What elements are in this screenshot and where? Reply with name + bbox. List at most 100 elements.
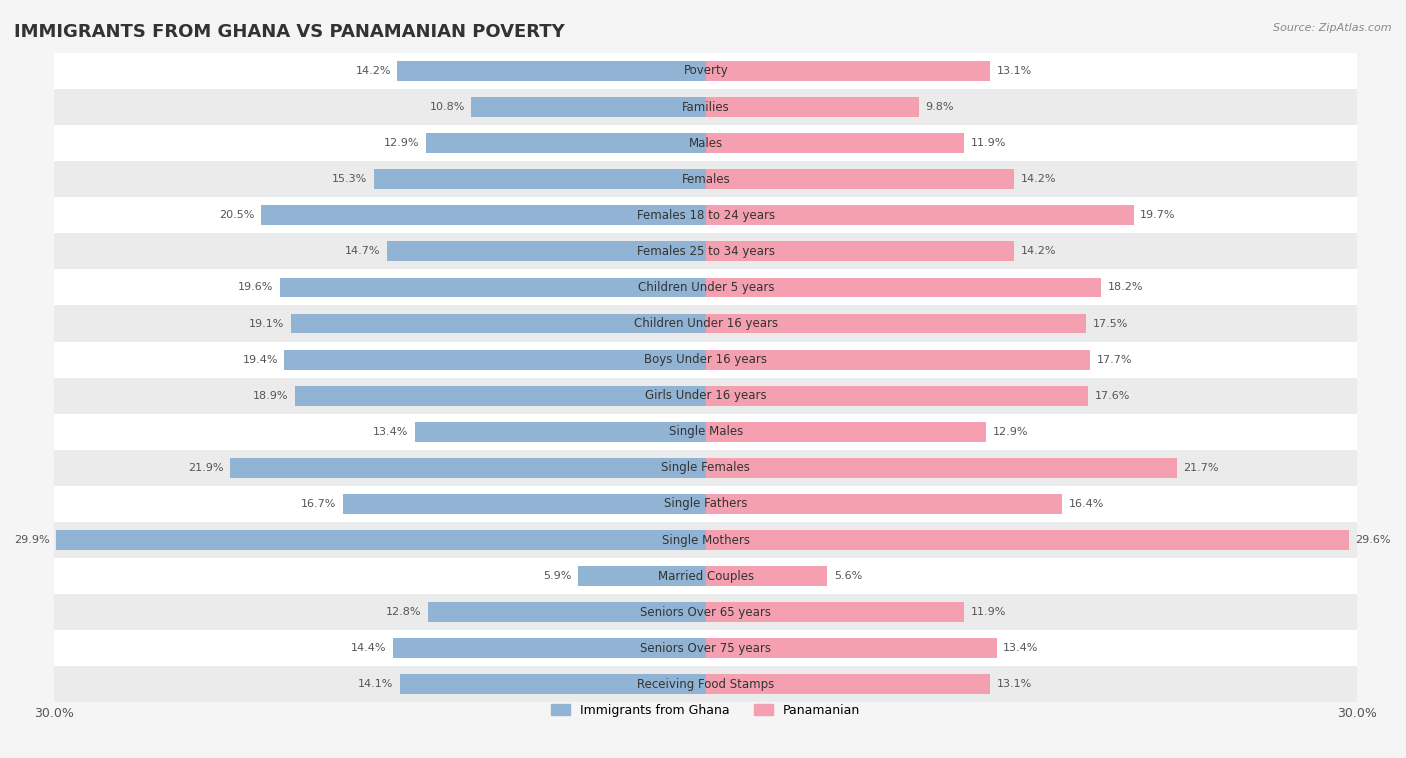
Bar [387,242,706,262]
Bar [394,638,706,658]
Text: 13.4%: 13.4% [373,427,408,437]
Text: 20.5%: 20.5% [219,210,254,221]
Text: 18.2%: 18.2% [1108,283,1143,293]
Text: Single Females: Single Females [661,462,751,475]
Bar [706,314,1085,334]
Text: 19.6%: 19.6% [238,283,274,293]
Text: Source: ZipAtlas.com: Source: ZipAtlas.com [1274,23,1392,33]
Text: 17.5%: 17.5% [1092,318,1128,328]
Bar [55,161,1357,197]
Text: 29.9%: 29.9% [14,535,51,545]
Bar [55,522,1357,558]
Text: Females 18 to 24 years: Females 18 to 24 years [637,208,775,222]
Text: 14.4%: 14.4% [352,644,387,653]
Text: 15.3%: 15.3% [332,174,367,184]
Text: Boys Under 16 years: Boys Under 16 years [644,353,768,366]
Bar [291,314,706,334]
Text: 11.9%: 11.9% [970,138,1007,148]
Bar [231,458,706,478]
Text: 13.4%: 13.4% [1004,644,1039,653]
Text: 12.9%: 12.9% [384,138,419,148]
Text: Single Fathers: Single Fathers [664,497,748,510]
Text: 5.9%: 5.9% [543,571,571,581]
Bar [471,97,706,117]
Text: IMMIGRANTS FROM GHANA VS PANAMANIAN POVERTY: IMMIGRANTS FROM GHANA VS PANAMANIAN POVE… [14,23,565,41]
Text: Married Couples: Married Couples [658,569,754,583]
Bar [706,349,1090,370]
Text: 13.1%: 13.1% [997,66,1032,76]
Bar [427,603,706,622]
Bar [706,530,1348,550]
Bar [55,414,1357,449]
Bar [398,61,706,81]
Bar [706,638,997,658]
Bar [578,566,706,586]
Text: Children Under 5 years: Children Under 5 years [637,281,775,294]
Bar [706,603,965,622]
Bar [55,125,1357,161]
Bar [706,205,1133,225]
Text: 14.2%: 14.2% [1021,174,1056,184]
Bar [706,422,986,442]
Bar [55,630,1357,666]
Text: Females: Females [682,173,730,186]
Bar [284,349,706,370]
Text: 19.4%: 19.4% [242,355,278,365]
Bar [706,675,990,694]
Text: 17.6%: 17.6% [1094,390,1130,401]
Bar [706,169,1014,189]
Text: 9.8%: 9.8% [925,102,953,112]
Text: 14.1%: 14.1% [357,679,394,689]
Text: 19.1%: 19.1% [249,318,284,328]
Bar [706,61,990,81]
Bar [706,494,1062,514]
Bar [399,675,706,694]
Text: Single Mothers: Single Mothers [662,534,749,547]
Text: Girls Under 16 years: Girls Under 16 years [645,389,766,402]
Text: Females 25 to 34 years: Females 25 to 34 years [637,245,775,258]
Bar [55,342,1357,377]
Text: 16.4%: 16.4% [1069,499,1104,509]
Bar [706,386,1088,406]
Bar [706,277,1101,297]
Bar [55,666,1357,703]
Bar [706,242,1014,262]
Text: 21.9%: 21.9% [188,463,224,473]
Bar [706,458,1177,478]
Text: 14.2%: 14.2% [356,66,391,76]
Text: Families: Families [682,101,730,114]
Text: 10.8%: 10.8% [429,102,465,112]
Text: 14.7%: 14.7% [344,246,380,256]
Bar [55,558,1357,594]
Bar [55,449,1357,486]
Text: 13.1%: 13.1% [997,679,1032,689]
Bar [55,269,1357,305]
Bar [55,197,1357,233]
Bar [706,566,827,586]
Text: Seniors Over 75 years: Seniors Over 75 years [640,642,772,655]
Bar [55,377,1357,414]
Bar [55,89,1357,125]
Text: Receiving Food Stamps: Receiving Food Stamps [637,678,775,691]
Text: 21.7%: 21.7% [1184,463,1219,473]
Bar [426,133,706,153]
Text: 5.6%: 5.6% [834,571,862,581]
Text: Seniors Over 65 years: Seniors Over 65 years [640,606,772,619]
Text: 14.2%: 14.2% [1021,246,1056,256]
Bar [706,97,918,117]
Text: 16.7%: 16.7% [301,499,336,509]
Bar [56,530,706,550]
Bar [280,277,706,297]
Bar [55,594,1357,630]
Bar [706,133,965,153]
Bar [295,386,706,406]
Text: 12.9%: 12.9% [993,427,1028,437]
Legend: Immigrants from Ghana, Panamanian: Immigrants from Ghana, Panamanian [546,699,866,722]
Bar [55,486,1357,522]
Bar [55,305,1357,342]
Text: 17.7%: 17.7% [1097,355,1132,365]
Text: 19.7%: 19.7% [1140,210,1175,221]
Bar [55,53,1357,89]
Text: Single Males: Single Males [669,425,742,438]
Bar [343,494,706,514]
